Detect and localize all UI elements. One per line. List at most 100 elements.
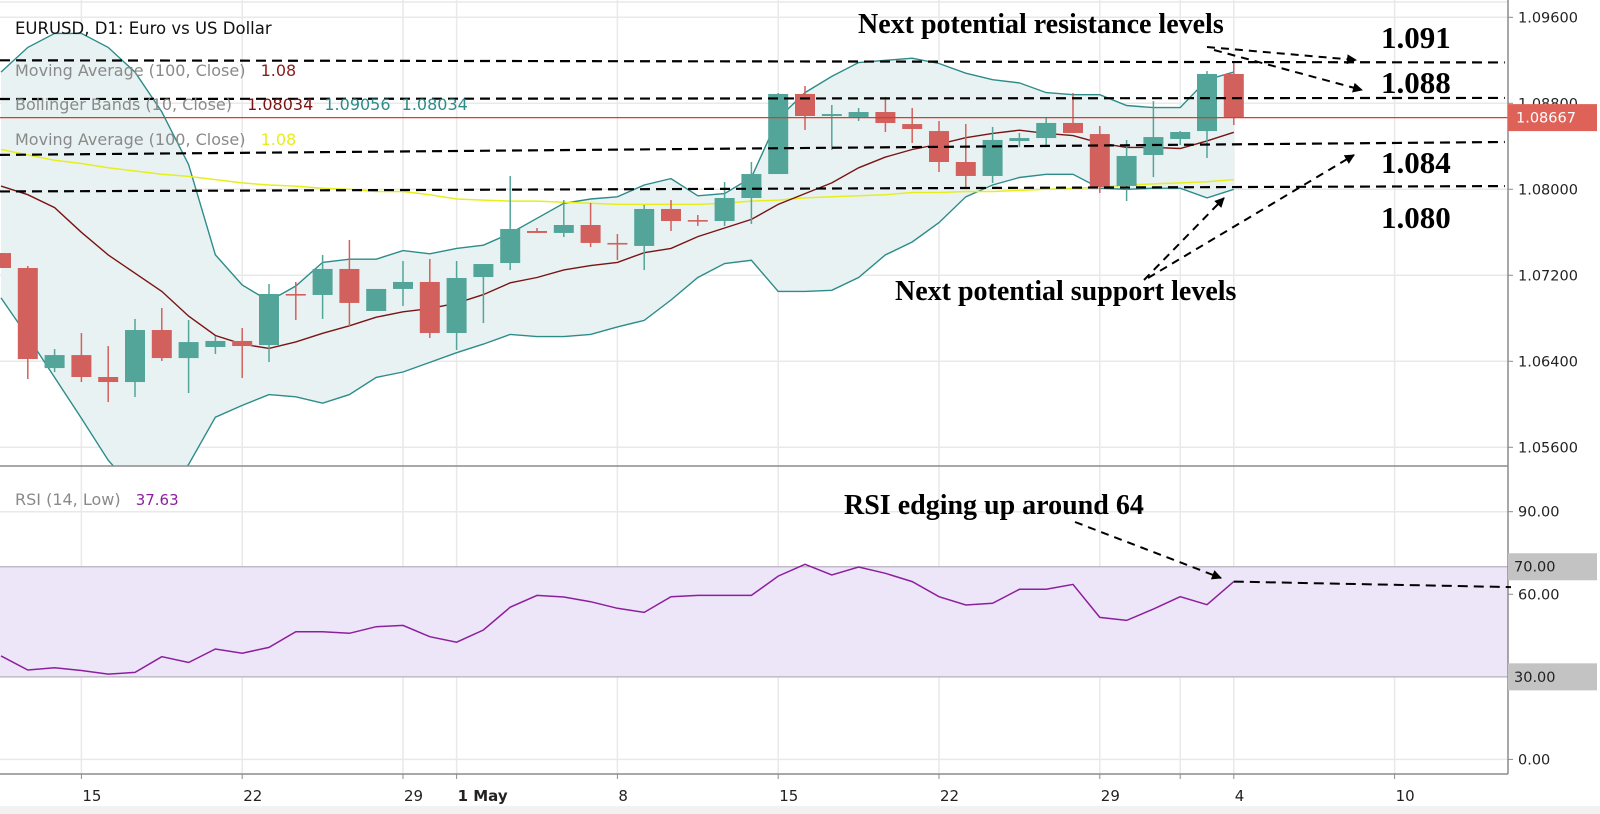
candle-body [1036, 122, 1057, 139]
candle-body [1116, 155, 1137, 186]
level-label-1084: 1.084 [1381, 145, 1451, 180]
candle-down [661, 200, 681, 232]
chart-title: EURUSD, D1: Euro vs US Dollar [15, 19, 272, 38]
legend-ma100-a-label: Moving Average (100, Close) [15, 61, 245, 80]
candle-up [821, 105, 842, 150]
legend-rsi-value: 37.63 [136, 491, 179, 509]
candle-body [98, 376, 119, 383]
candle-up [446, 261, 467, 351]
legend-ma100-b-label: Moving Average (100, Close) [15, 130, 245, 149]
candle-body [205, 340, 226, 348]
time-axis-label: 15 [82, 787, 101, 805]
legend-ma100-b-value: 1.08 [261, 130, 297, 149]
candle-body [151, 330, 172, 359]
candle-up [1009, 132, 1030, 148]
candle-body [580, 224, 601, 243]
rsi-band-fill [0, 566, 1508, 677]
candle-up [125, 318, 145, 397]
dashed-level-line [0, 96, 1505, 101]
candle-up [44, 349, 65, 373]
candle-up [366, 288, 387, 311]
candle-body [741, 174, 762, 199]
time-axis-label: 22 [940, 787, 959, 805]
legend-ma100-a-value: 1.08 [261, 61, 297, 80]
resistance-arrow-icon [1213, 49, 1363, 93]
candle-body [527, 231, 547, 233]
candle-up [553, 200, 574, 238]
candle-up [768, 92, 789, 175]
candle-body [902, 124, 923, 129]
candle-up [1170, 131, 1191, 146]
candle-body [768, 93, 789, 175]
candle-body [446, 277, 467, 334]
rsi-axis-label: 0.00 [1518, 752, 1550, 768]
candle-body [366, 288, 387, 311]
candle-body [982, 139, 1003, 176]
candle-up [741, 161, 762, 225]
level-label-1088: 1.088 [1381, 65, 1451, 100]
candle-down [902, 108, 923, 143]
candle-down [955, 124, 976, 188]
price-pane[interactable] [0, 32, 1508, 492]
candle-down [71, 333, 92, 383]
dashed-level-line [0, 59, 1505, 64]
legend-rsi-label: RSI (14, Low) [15, 490, 121, 509]
bollinger-upper-line [0, 32, 1234, 302]
candle-body [393, 281, 413, 289]
candle-up [1036, 116, 1057, 148]
rsi-annotation: RSI edging up around 64 [844, 490, 1144, 521]
candle-body [1170, 132, 1191, 139]
candle-body [553, 224, 574, 233]
candle-body [0, 253, 11, 268]
candle-body [125, 330, 145, 383]
candle-down [419, 258, 440, 338]
candle-body [71, 355, 92, 377]
candle-body [500, 228, 521, 264]
rsi-axis-label: 30.00 [1514, 670, 1556, 686]
resistance-arrow-icon [1206, 46, 1357, 65]
candle-body [1197, 73, 1217, 132]
candle-up [259, 284, 279, 363]
candle-down [580, 202, 601, 248]
candle-down [687, 214, 708, 226]
candle-up [848, 108, 869, 122]
time-axis-label: 29 [1101, 787, 1120, 805]
candle-body [821, 114, 842, 116]
support-arrow-icon [1147, 154, 1355, 279]
legend-ma100-a: Moving Average (100, Close) 1.08 [15, 61, 296, 80]
price-axis-label: 1.06400 [1518, 354, 1578, 370]
support-annotation: Next potential support levels [895, 276, 1237, 307]
rsi-pane[interactable] [0, 563, 1508, 678]
candle-body [714, 198, 735, 222]
candle-body [1009, 138, 1030, 142]
candle-body [17, 267, 38, 360]
candle-up [982, 126, 1003, 183]
level-label-1091: 1.091 [1381, 20, 1451, 55]
time-axis-label: 22 [243, 787, 262, 805]
drawings [0, 46, 1512, 589]
candle-down [0, 253, 11, 268]
candle-body [634, 208, 655, 246]
price-axis-label: 1.07200 [1518, 268, 1578, 284]
candle-body [259, 294, 279, 346]
bottom-strip [0, 806, 1600, 814]
rsi-dashed-level-line [1233, 580, 1512, 589]
candle-body [232, 340, 253, 347]
candle-body [473, 264, 494, 278]
candle-body [1089, 134, 1110, 188]
price-axis-label: 1.08000 [1518, 182, 1578, 198]
time-axis-label: 1 May [458, 787, 508, 805]
candle-down [232, 327, 253, 379]
last-price-label: 1.08667 [1516, 111, 1576, 127]
candle-body [1063, 122, 1083, 133]
time-axis-label: 4 [1235, 787, 1245, 805]
time-axis-label: 8 [618, 787, 628, 805]
candle-down [339, 240, 360, 327]
candle-body [687, 220, 708, 222]
candle-body [607, 242, 628, 245]
candle-up [393, 261, 413, 306]
time-axis-label: 10 [1396, 787, 1415, 805]
candle-down [929, 121, 949, 172]
